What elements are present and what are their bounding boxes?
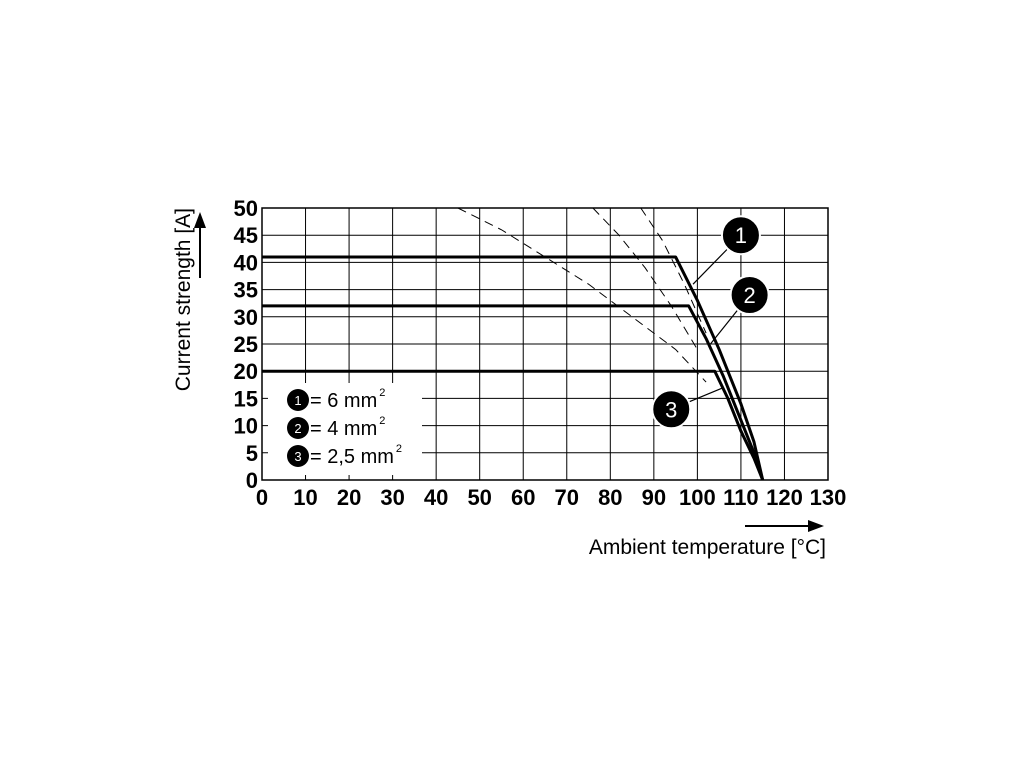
legend-marker-3	[287, 445, 309, 467]
y-tick-label: 15	[234, 386, 258, 411]
y-tick-label: 50	[234, 196, 258, 221]
legend-marker-label: 2	[294, 421, 301, 436]
y-tick-label: 20	[234, 359, 258, 384]
dashed-curve-3	[457, 207, 707, 383]
y-tick-label: 0	[246, 468, 258, 493]
x-tick-label: 0	[256, 485, 268, 510]
y-tick-label: 25	[234, 332, 258, 357]
y-tick-label: 35	[234, 278, 258, 303]
x-tick-label: 10	[293, 485, 317, 510]
callout-marker-3	[651, 389, 692, 430]
y-tick-label: 10	[234, 414, 258, 439]
legend-marker-label: 1	[294, 393, 301, 408]
legend-label: = 2,5 mm	[310, 446, 394, 468]
x-tick-label: 50	[467, 485, 491, 510]
legend-marker-1	[287, 389, 309, 411]
callout-label-3: 3	[665, 397, 677, 422]
x-tick-label: 100	[679, 485, 716, 510]
x-tick-labels: 0 10 20 30 40 50 60 70 80 90 100 110 120 130	[256, 485, 846, 510]
x-tick-label: 90	[642, 485, 666, 510]
y-tick-label: 45	[234, 223, 258, 248]
x-axis-arrow	[745, 520, 824, 532]
x-tick-label: 60	[511, 485, 535, 510]
x-tick-label: 30	[380, 485, 404, 510]
dashed-curve-1	[640, 207, 707, 334]
x-tick-label: 120	[766, 485, 803, 510]
legend-superscript: 2	[379, 387, 385, 399]
curve-1	[262, 255, 765, 481]
x-tick-label: 110	[723, 485, 759, 510]
x-axis-title: Ambient temperature [°C]	[589, 536, 826, 559]
legend: 1 = 6 mm 22 = 4 mm 23 = 2,5 mm 2	[268, 383, 422, 475]
legend-label: = 4 mm	[310, 418, 377, 440]
y-axis-title: Current strength [A]	[172, 208, 195, 391]
y-tick-label: 40	[234, 250, 258, 275]
y-tick-label: 30	[234, 305, 258, 330]
x-tick-label: 130	[810, 485, 847, 510]
x-tick-label: 40	[424, 485, 448, 510]
legend-marker-label: 3	[294, 449, 301, 464]
solid-curves	[262, 255, 765, 481]
x-tick-label: 20	[337, 485, 361, 510]
callout-marker-2	[729, 275, 770, 316]
callout-marker-1	[720, 215, 761, 256]
legend-superscript: 2	[379, 415, 385, 427]
curve-3	[262, 369, 765, 481]
callout-leader-2	[709, 310, 738, 345]
callout-label-1: 1	[735, 223, 747, 248]
dashed-curve-2	[592, 207, 698, 350]
x-tick-label: 80	[598, 485, 622, 510]
y-axis-arrow	[194, 212, 206, 278]
legend-label: = 6 mm	[310, 390, 377, 412]
legend-superscript: 2	[396, 443, 402, 455]
callout-leader-1	[692, 249, 728, 285]
callout-leader-3	[689, 386, 724, 403]
legend-marker-2	[287, 417, 309, 439]
dashed-curves	[457, 207, 707, 383]
curve-callouts: 1 2 3	[651, 215, 770, 430]
y-tick-label: 5	[246, 441, 258, 466]
curve-2	[262, 304, 765, 481]
callout-label-2: 2	[744, 283, 756, 308]
x-tick-label: 70	[555, 485, 579, 510]
